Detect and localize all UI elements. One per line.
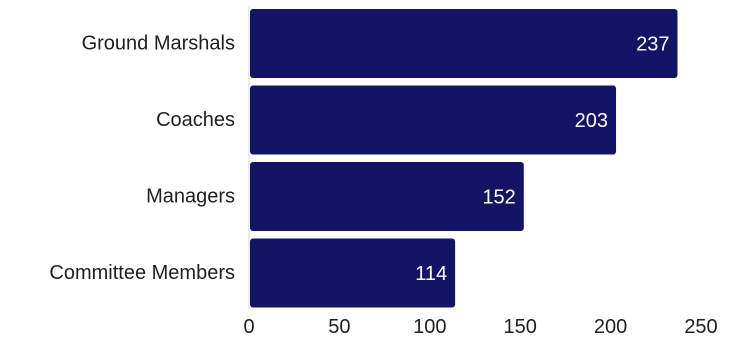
category-label-ground-marshals: Ground Marshals — [82, 33, 235, 55]
x-tick-label-50: 50 — [328, 316, 350, 338]
category-label-coaches: Coaches — [156, 109, 235, 131]
category-label-committee-members: Committee Members — [49, 262, 235, 284]
x-axis-ticks-group: 0 50 100 150 200 250 — [243, 316, 717, 338]
value-label-ground-marshals: 237 — [636, 34, 669, 56]
bar-ground-marshals — [250, 9, 678, 78]
x-tick-label-200: 200 — [594, 316, 627, 338]
category-labels-group: Ground Marshals Coaches Managers Committee … — [49, 33, 235, 285]
value-label-committee-members: 114 — [415, 263, 447, 285]
x-tick-label-250: 250 — [684, 316, 717, 338]
value-label-coaches: 203 — [575, 110, 608, 132]
x-tick-label-150: 150 — [504, 316, 537, 338]
bar-committee-members — [250, 238, 456, 308]
x-tick-label-100: 100 — [413, 316, 446, 338]
bar-managers — [250, 162, 524, 231]
value-label-managers: 152 — [482, 187, 515, 209]
x-tick-label-0: 0 — [243, 316, 254, 338]
bars-group — [250, 9, 678, 308]
category-label-managers: Managers — [146, 186, 235, 208]
value-labels-group: 237 203 152 114 — [415, 34, 669, 286]
bar-coaches — [250, 85, 617, 155]
